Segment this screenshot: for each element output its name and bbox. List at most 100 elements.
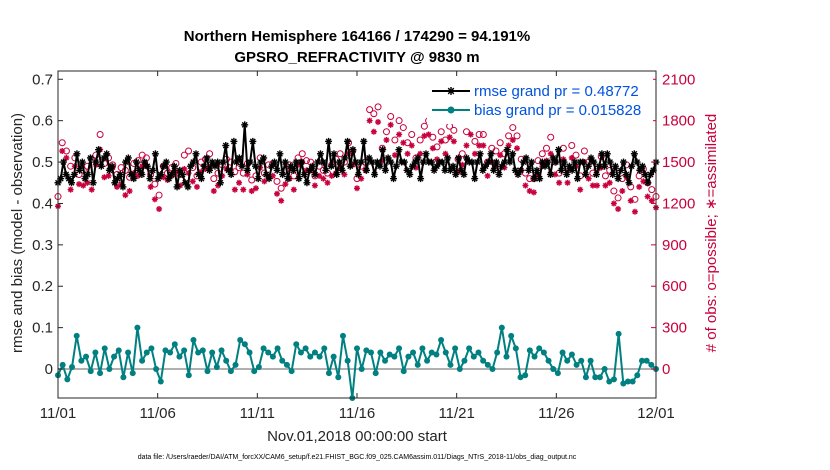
- obs-possible-point: [648, 186, 656, 194]
- bias-point: [293, 341, 300, 348]
- bias-point: [185, 372, 192, 379]
- bias-point: [512, 345, 519, 352]
- obs-possible-point: [580, 147, 588, 155]
- rmse-point: [103, 150, 111, 158]
- bias-point: [302, 345, 309, 352]
- rmse-point: [84, 170, 92, 178]
- bias-point: [106, 366, 113, 373]
- obs-possible-point: [180, 151, 188, 159]
- rmse-point: [530, 175, 538, 183]
- obs-possible-point: [547, 133, 555, 141]
- rmse-point: [260, 154, 268, 162]
- obs-possible-point: [458, 150, 466, 158]
- obs-possible-point: [366, 106, 374, 114]
- bias-point: [531, 353, 538, 360]
- bias-point: [452, 345, 459, 352]
- bias-point: [564, 357, 571, 364]
- bias-point: [232, 361, 239, 368]
- bias-point: [554, 370, 561, 377]
- obs-assimilated-point: [438, 138, 445, 145]
- bias-point: [237, 337, 244, 344]
- rmse-point: [230, 137, 238, 145]
- obs-assimilated-point: [644, 193, 651, 200]
- obs-assimilated-point: [564, 179, 571, 186]
- rmse-point: [157, 170, 165, 178]
- bias-point: [582, 374, 589, 381]
- rmse-point: [552, 158, 560, 166]
- bias-point: [274, 345, 281, 352]
- obs-assimilated-point: [514, 145, 521, 152]
- bias-point: [143, 349, 150, 356]
- legend: rmse grand pr = 0.48772 bias grand pr = …: [427, 76, 653, 124]
- obs-possible-point: [450, 126, 458, 134]
- rmse-point: [330, 150, 338, 158]
- bias-point: [643, 357, 650, 364]
- obs-possible-point: [429, 133, 437, 141]
- bias-point: [522, 372, 529, 379]
- obs-assimilated-point: [396, 131, 403, 138]
- bias-point: [428, 349, 435, 356]
- rmse-point: [116, 170, 124, 178]
- y-tick-label: 0.2: [32, 278, 53, 295]
- bias-point: [620, 380, 627, 387]
- obs-possible-point: [496, 139, 504, 147]
- rmse-point: [227, 170, 235, 178]
- obs-possible-point: [538, 150, 546, 158]
- rmse-point: [168, 170, 176, 178]
- rmse-point: [454, 154, 462, 162]
- rmse-point: [270, 158, 278, 166]
- obs-assimilated-point: [589, 182, 596, 189]
- rmse-point: [262, 170, 270, 178]
- obs-assimilated-point: [522, 182, 529, 189]
- rmse-point: [609, 170, 617, 178]
- obs-possible-point: [416, 136, 424, 144]
- obs-assimilated-point: [193, 183, 200, 190]
- bias-point: [391, 353, 398, 360]
- obs-assimilated-point: [556, 179, 563, 186]
- rmse-point: [279, 170, 287, 178]
- rmse-point: [611, 162, 619, 170]
- bias-point: [335, 374, 342, 381]
- bias-point: [199, 347, 206, 354]
- bias-point: [251, 368, 258, 375]
- bias-point: [358, 366, 365, 373]
- rmse-point: [590, 158, 598, 166]
- bias-point: [634, 372, 641, 379]
- bias-point: [64, 376, 71, 383]
- bias-point: [596, 374, 603, 381]
- rmse-point: [622, 170, 630, 178]
- rmse-point: [203, 154, 211, 162]
- rmse-point: [381, 166, 389, 174]
- bias-point: [223, 357, 230, 364]
- rmse-point: [644, 179, 652, 187]
- obs-assimilated-point: [210, 188, 217, 195]
- bias-point: [503, 353, 510, 360]
- plot-area: [58, 71, 656, 398]
- y-right-axis-ticks: 0 300 600 900 1200 1500 1800 2100: [651, 71, 695, 378]
- bias-point: [377, 349, 384, 356]
- y-tick-label: 0.3: [32, 237, 53, 254]
- rmse-point: [187, 162, 195, 170]
- obs-assimilated-point: [248, 188, 255, 195]
- rmse-point: [78, 158, 86, 166]
- rmse-point: [341, 154, 349, 162]
- y-tick-label: 0.5: [32, 154, 53, 171]
- obs-assimilated-point: [446, 134, 453, 141]
- obs-assimilated-point: [240, 186, 247, 193]
- rmse-point: [557, 166, 565, 174]
- rmse-point: [344, 137, 352, 145]
- bias-point: [475, 349, 482, 356]
- bias-point: [648, 361, 655, 368]
- obs-possible-point: [479, 130, 487, 138]
- rmse-point: [628, 162, 636, 170]
- chart-subtitle: GPSRO_REFRACTIVITY @ 9830 m: [234, 49, 479, 66]
- bias-point: [424, 357, 431, 364]
- obs-assimilated-point: [636, 183, 643, 190]
- y-right-tick-label: 900: [662, 237, 687, 254]
- obs-assimilated-point: [585, 175, 592, 182]
- rmse-point: [598, 150, 606, 158]
- obs-possible-point: [298, 150, 306, 158]
- bias-point: [638, 357, 645, 364]
- bias-point: [311, 349, 318, 356]
- obs-possible-point: [568, 142, 576, 150]
